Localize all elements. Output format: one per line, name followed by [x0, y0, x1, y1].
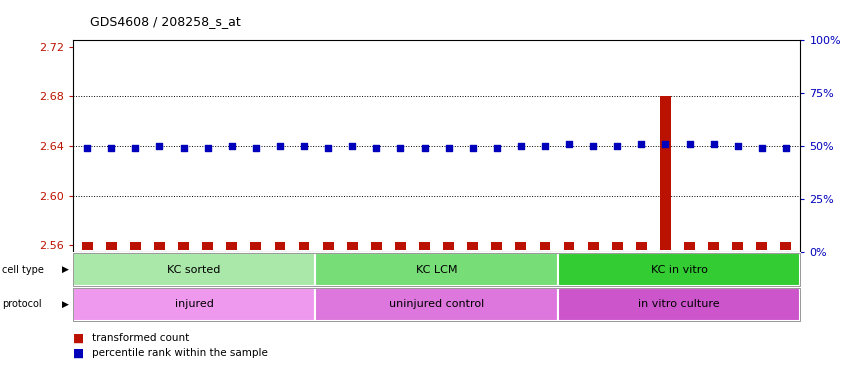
- Text: injured: injured: [175, 299, 213, 310]
- Text: ■: ■: [73, 347, 84, 360]
- Point: [538, 143, 552, 149]
- Text: KC LCM: KC LCM: [416, 265, 457, 275]
- Bar: [275, 242, 285, 250]
- Bar: [154, 242, 165, 250]
- Bar: [106, 242, 116, 250]
- Bar: [202, 242, 213, 250]
- Point: [273, 143, 287, 149]
- Point: [370, 145, 383, 151]
- Point: [442, 145, 455, 151]
- Bar: [226, 242, 237, 250]
- Point: [610, 143, 624, 149]
- Text: uninjured control: uninjured control: [389, 299, 484, 310]
- Bar: [178, 242, 189, 250]
- Bar: [299, 242, 310, 250]
- Bar: [612, 242, 622, 250]
- Text: percentile rank within the sample: percentile rank within the sample: [92, 348, 267, 358]
- Bar: [708, 242, 719, 250]
- Point: [514, 143, 528, 149]
- Bar: [588, 242, 598, 250]
- Bar: [684, 242, 695, 250]
- Text: ▶: ▶: [62, 265, 68, 274]
- Text: KC sorted: KC sorted: [167, 265, 221, 275]
- Bar: [371, 242, 382, 250]
- Text: cell type: cell type: [2, 265, 44, 275]
- Bar: [660, 96, 671, 250]
- Point: [634, 141, 648, 147]
- Text: in vitro culture: in vitro culture: [639, 299, 720, 310]
- Point: [201, 145, 215, 151]
- Point: [466, 145, 479, 151]
- Point: [418, 145, 431, 151]
- Bar: [636, 242, 647, 250]
- Bar: [491, 242, 502, 250]
- Point: [80, 145, 94, 151]
- Point: [490, 145, 503, 151]
- Point: [249, 145, 263, 151]
- Text: ■: ■: [73, 331, 84, 344]
- Point: [658, 141, 672, 147]
- Point: [176, 145, 190, 151]
- Point: [779, 145, 793, 151]
- Text: KC in vitro: KC in vitro: [651, 265, 708, 275]
- Bar: [539, 242, 550, 250]
- Point: [731, 143, 745, 149]
- Point: [394, 145, 407, 151]
- Text: transformed count: transformed count: [92, 333, 189, 343]
- Bar: [757, 242, 767, 250]
- Point: [321, 145, 335, 151]
- Point: [683, 141, 697, 147]
- Bar: [130, 242, 141, 250]
- Text: GDS4608 / 208258_s_at: GDS4608 / 208258_s_at: [90, 15, 241, 28]
- Bar: [515, 242, 526, 250]
- Bar: [563, 242, 574, 250]
- Point: [128, 145, 142, 151]
- Bar: [395, 242, 406, 250]
- Bar: [419, 242, 430, 250]
- Point: [755, 145, 769, 151]
- Text: protocol: protocol: [2, 299, 41, 310]
- Point: [225, 143, 239, 149]
- Bar: [323, 242, 334, 250]
- Bar: [467, 242, 479, 250]
- Bar: [732, 242, 743, 250]
- Point: [707, 141, 721, 147]
- Point: [104, 145, 118, 151]
- Point: [345, 143, 359, 149]
- Text: ▶: ▶: [62, 300, 68, 309]
- Point: [152, 143, 166, 149]
- Bar: [251, 242, 261, 250]
- Point: [297, 143, 311, 149]
- Point: [562, 141, 576, 147]
- Bar: [82, 242, 92, 250]
- Point: [586, 143, 600, 149]
- Bar: [443, 242, 454, 250]
- Bar: [781, 242, 791, 250]
- Bar: [347, 242, 358, 250]
